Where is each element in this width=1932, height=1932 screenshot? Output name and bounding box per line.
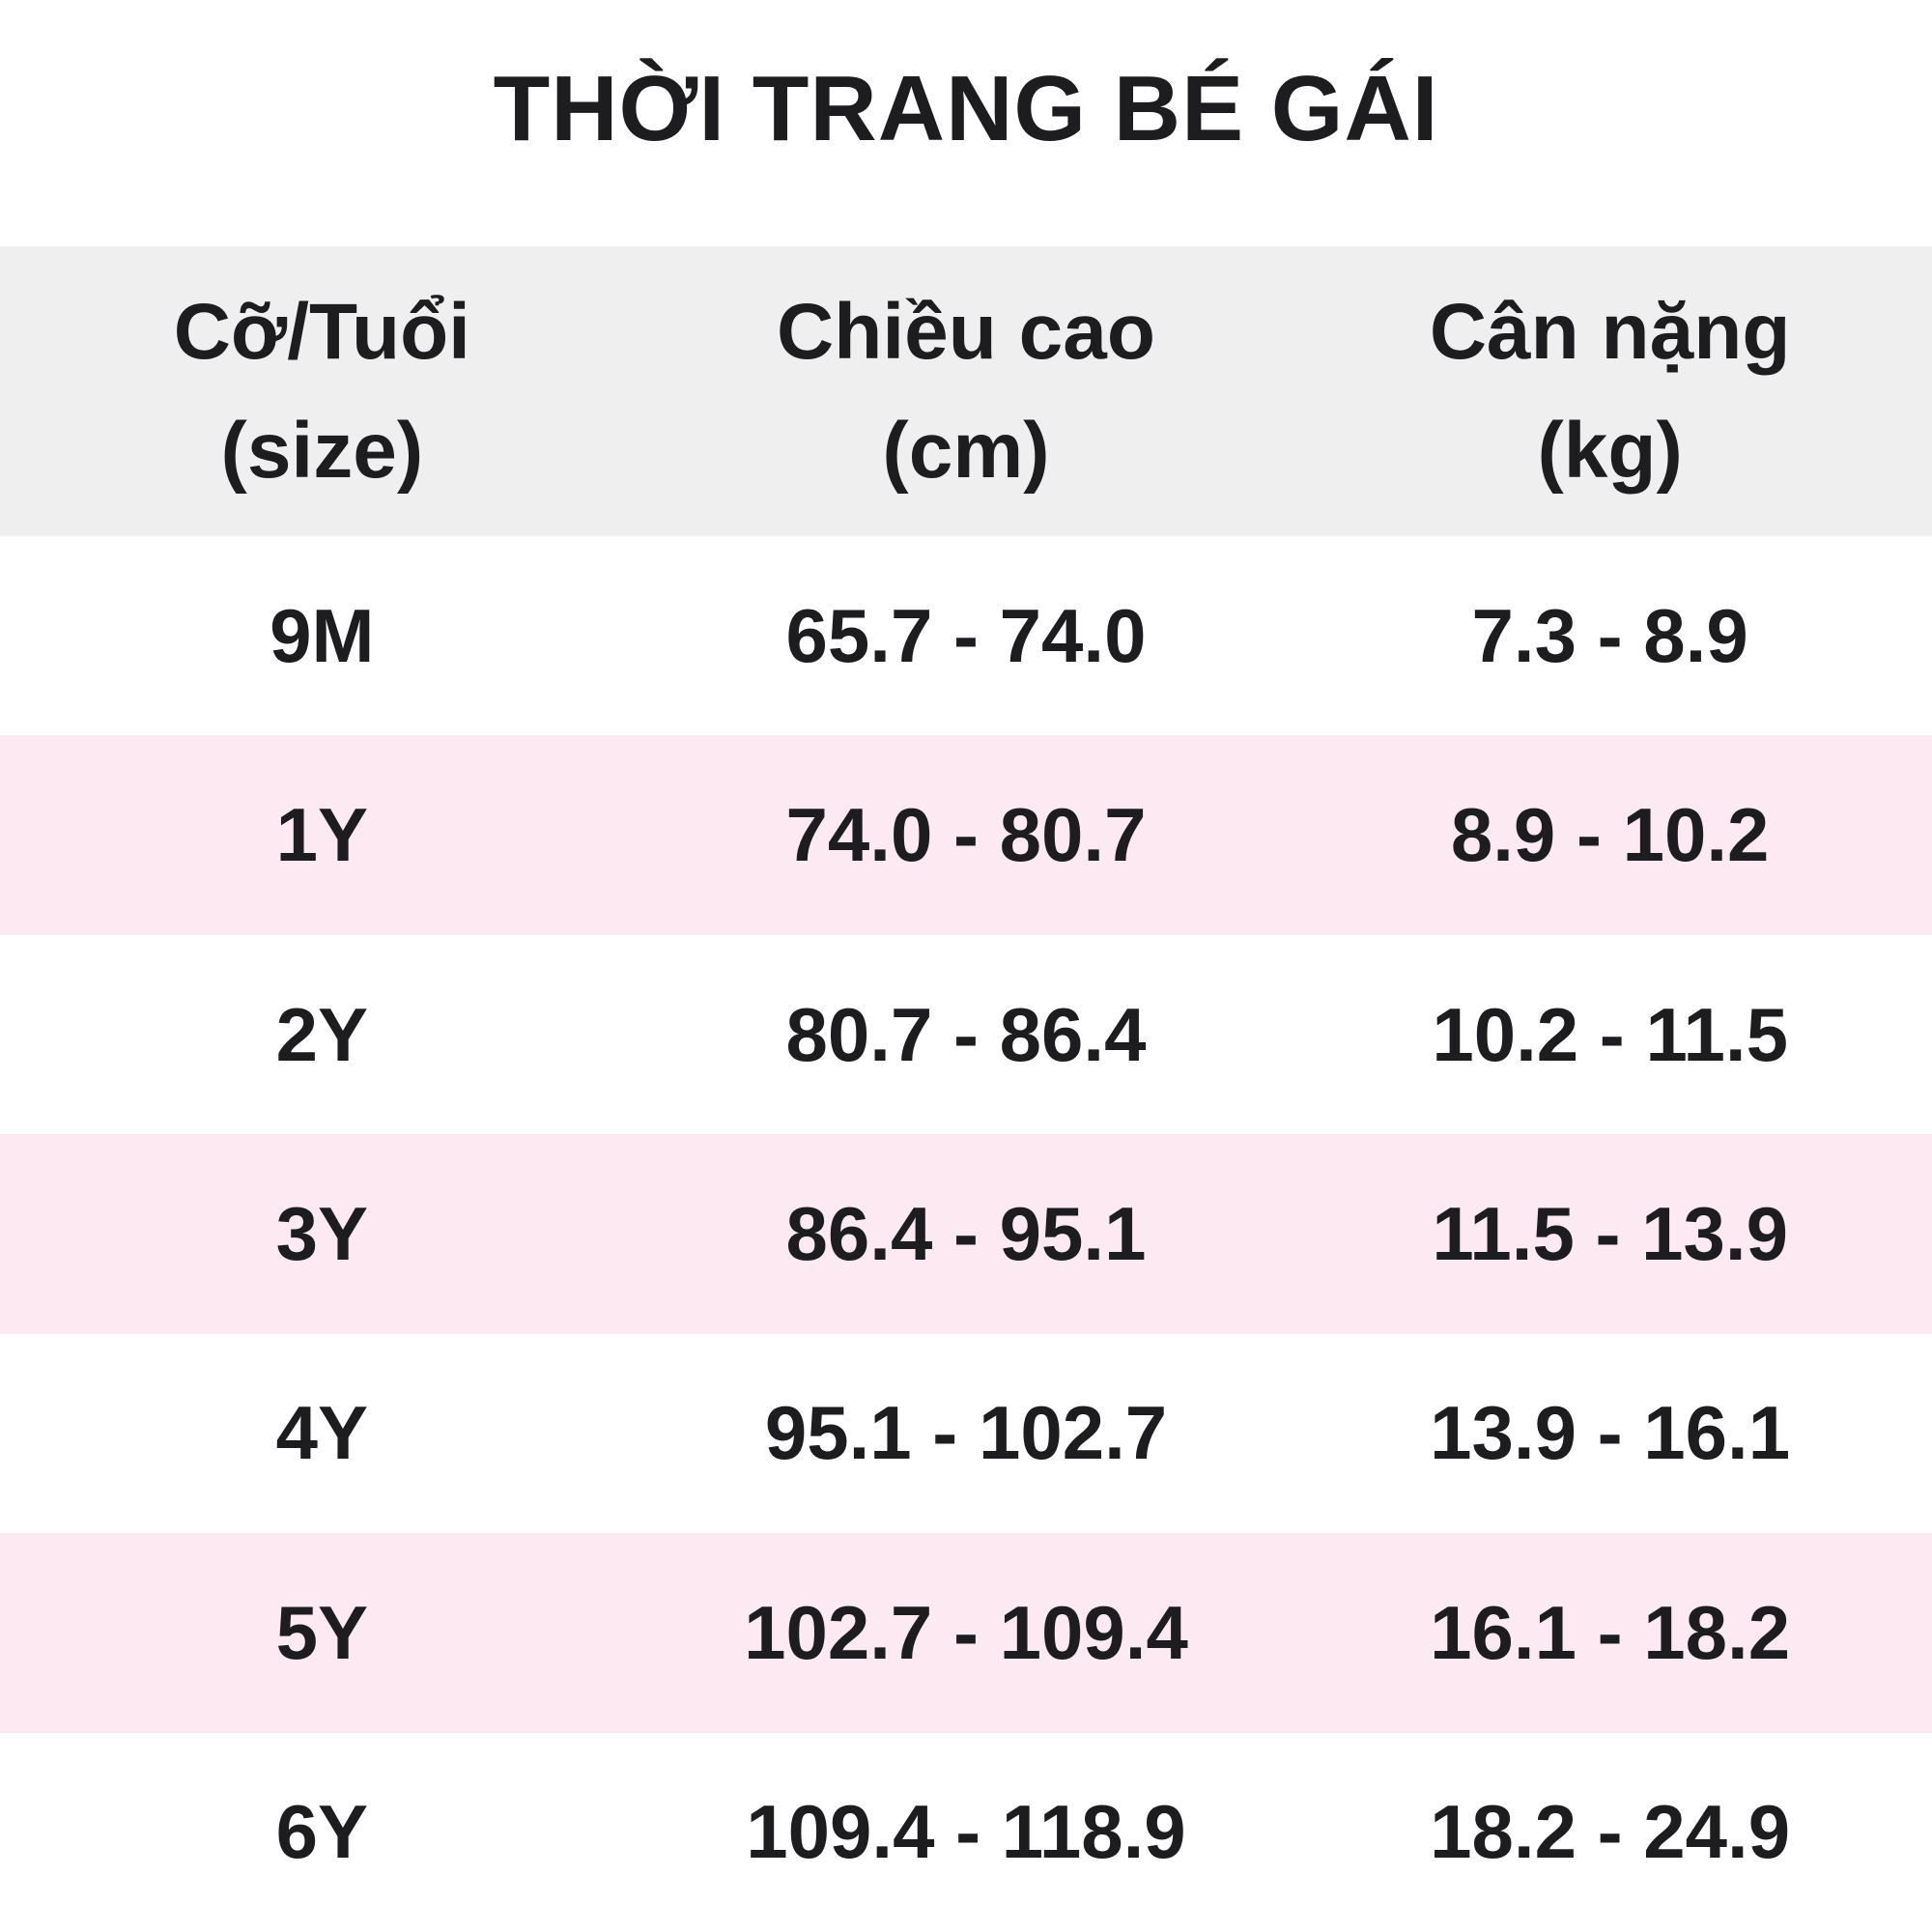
- cell-height: 95.1 - 102.7: [764, 1390, 1168, 1476]
- cell-height: 65.7 - 74.0: [785, 592, 1147, 678]
- cell-size: 1Y: [275, 792, 369, 878]
- cell-weight: 16.1 - 18.2: [1430, 1589, 1791, 1675]
- cell-weight: 8.9 - 10.2: [1450, 792, 1770, 878]
- header-height-unit: (cm): [882, 407, 1050, 495]
- cell-size: 6Y: [275, 1789, 369, 1875]
- header-weight-label: Cân nặng: [1429, 288, 1791, 376]
- cell-height: 109.4 - 118.9: [746, 1789, 1186, 1875]
- title-band: THỜI TRANG BÉ GÁI: [0, 0, 1932, 246]
- cell-weight: 7.3 - 8.9: [1471, 592, 1748, 678]
- header-size-label: Cỡ/Tuổi: [173, 288, 470, 376]
- size-chart-table: Cỡ/Tuổi (size) Chiều cao (cm) Cân nặng (…: [0, 246, 1932, 1932]
- cell-weight: 13.9 - 16.1: [1430, 1390, 1791, 1476]
- header-size-unit: (size): [220, 407, 424, 495]
- header-cell-weight: Cân nặng (kg): [1288, 246, 1932, 536]
- cell-size: 2Y: [275, 991, 369, 1077]
- table-header-row: Cỡ/Tuổi (size) Chiều cao (cm) Cân nặng (…: [0, 246, 1932, 536]
- cell-size: 9M: [270, 592, 375, 678]
- table-row: 2Y 80.7 - 86.4 10.2 - 11.5: [0, 934, 1932, 1135]
- table-row: 6Y 109.4 - 118.9 18.2 - 24.9: [0, 1732, 1932, 1932]
- header-height-label: Chiều cao: [777, 288, 1155, 376]
- cell-height: 80.7 - 86.4: [785, 991, 1147, 1077]
- table-row: 9M 65.7 - 74.0 7.3 - 8.9: [0, 536, 1932, 736]
- cell-weight: 11.5 - 13.9: [1432, 1190, 1788, 1276]
- cell-weight: 10.2 - 11.5: [1432, 991, 1788, 1077]
- header-cell-size: Cỡ/Tuổi (size): [0, 246, 644, 536]
- cell-height: 86.4 - 95.1: [785, 1190, 1147, 1276]
- table-row: 4Y 95.1 - 102.7 13.9 - 16.1: [0, 1333, 1932, 1534]
- table-row: 5Y 102.7 - 109.4 16.1 - 18.2: [0, 1533, 1932, 1733]
- header-cell-height: Chiều cao (cm): [644, 246, 1289, 536]
- table-row: 3Y 86.4 - 95.1 11.5 - 13.9: [0, 1134, 1932, 1334]
- cell-size: 5Y: [275, 1589, 369, 1675]
- cell-size: 4Y: [275, 1390, 369, 1476]
- cell-height: 74.0 - 80.7: [785, 792, 1147, 878]
- table-row: 1Y 74.0 - 80.7 8.9 - 10.2: [0, 735, 1932, 935]
- cell-size: 3Y: [275, 1190, 369, 1276]
- cell-weight: 18.2 - 24.9: [1430, 1789, 1791, 1875]
- table-body: 9M 65.7 - 74.0 7.3 - 8.9 1Y 74.0 - 80.7 …: [0, 536, 1932, 1932]
- page-title: THỜI TRANG BÉ GÁI: [493, 56, 1439, 160]
- cell-height: 102.7 - 109.4: [744, 1589, 1188, 1675]
- header-weight-unit: (kg): [1537, 407, 1683, 495]
